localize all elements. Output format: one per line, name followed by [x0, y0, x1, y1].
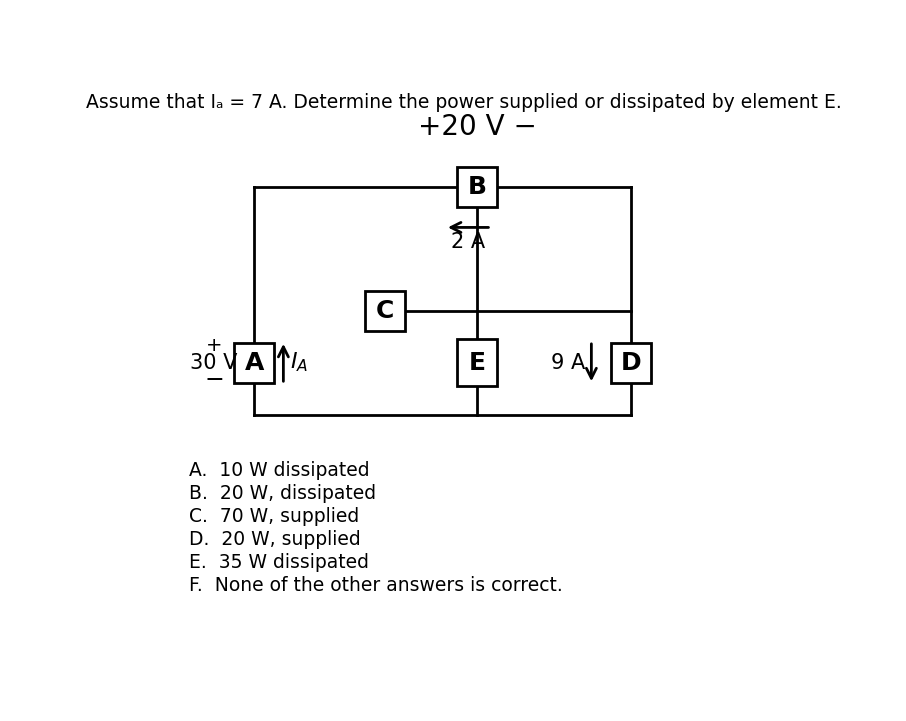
Text: B: B	[467, 175, 487, 200]
Text: A.  10 W dissipated: A. 10 W dissipated	[188, 461, 370, 479]
Text: D: D	[622, 350, 641, 375]
Bar	[458, 167, 497, 208]
Text: C: C	[376, 298, 394, 322]
Text: $I_A$: $I_A$	[290, 350, 308, 374]
Text: C.  70 W, supplied: C. 70 W, supplied	[188, 507, 359, 526]
Text: 30 V: 30 V	[190, 353, 237, 373]
Text: 2 A: 2 A	[451, 232, 486, 252]
Text: F.  None of the other answers is correct.: F. None of the other answers is correct.	[188, 576, 563, 596]
Text: +: +	[206, 336, 222, 355]
Bar	[365, 291, 405, 331]
Text: E.  35 W dissipated: E. 35 W dissipated	[188, 553, 369, 572]
Text: +20 V −: +20 V −	[418, 113, 536, 141]
Text: B.  20 W, dissipated: B. 20 W, dissipated	[188, 484, 376, 503]
Text: E: E	[469, 350, 486, 375]
Bar	[612, 342, 651, 383]
Bar	[458, 339, 497, 386]
Text: 9 A: 9 A	[551, 353, 585, 373]
Text: A: A	[245, 350, 264, 375]
Text: −: −	[204, 368, 224, 392]
Text: D.  20 W, supplied: D. 20 W, supplied	[188, 530, 361, 549]
Text: Assume that Iₐ = 7 A. Determine the power supplied or dissipated by element E.: Assume that Iₐ = 7 A. Determine the powe…	[86, 94, 843, 112]
Bar	[234, 342, 275, 383]
